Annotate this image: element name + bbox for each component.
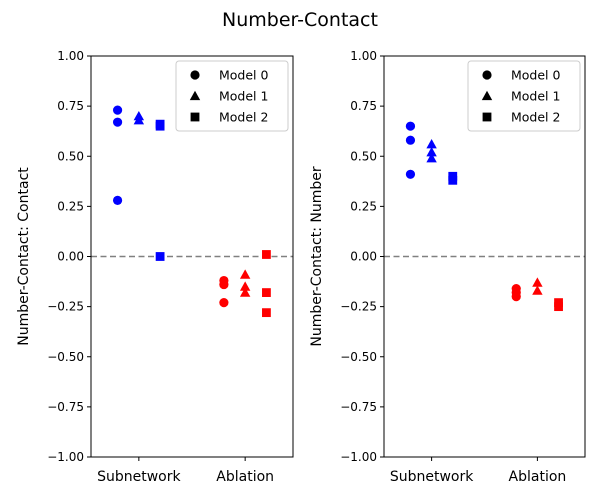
legend-entry-label: Model 2 (219, 110, 268, 125)
data-point-square (262, 250, 271, 259)
y-tick-label: 0.00 (350, 250, 377, 264)
data-point-triangle (532, 285, 543, 295)
y-tick-label: −0.75 (47, 400, 84, 414)
legend-marker-square (190, 112, 200, 122)
right-panel-number: −1.00 −0.75 −0.50 −0.25 0.00 0.25 0.50 0.75 1.00… (309, 49, 586, 485)
data-point-square (262, 308, 271, 318)
data-point-circle (112, 105, 123, 115)
y-tick-label: −0.25 (47, 300, 84, 314)
y-tick-label: 0.00 (57, 250, 84, 264)
x-category-label: Ablation (216, 469, 274, 485)
y-tick-label: −0.75 (340, 400, 377, 414)
data-point-triangle (426, 147, 437, 157)
x-category-label: Ablation (509, 469, 567, 485)
y-tick-label: −0.50 (47, 350, 84, 364)
data-point-circle (112, 117, 123, 127)
legend: Model 0 Model 1 Model 2 (467, 60, 581, 132)
data-point-square (155, 121, 165, 131)
y-tick-label: 0.75 (57, 99, 84, 113)
y-tick-label: 0.75 (350, 99, 377, 113)
data-point-circle (219, 298, 229, 308)
data-point-circle (405, 135, 416, 145)
legend-entry-label: Model 1 (511, 89, 560, 104)
y-tick-label: −0.50 (340, 350, 377, 364)
data-point-circle (511, 292, 521, 302)
data-point-triangle (239, 269, 251, 279)
x-category-label: Subnetwork (390, 469, 474, 485)
y-axis-label: Number-Contact: Contact (16, 167, 32, 346)
data-point-square (448, 175, 458, 185)
left-panel-contact: −1.00 −0.75 −0.50 −0.25 0.00 0.25 0.50 0.75 1.00… (16, 49, 294, 485)
legend-entry-label: Model 2 (511, 110, 560, 125)
legend-marker-circle (482, 70, 492, 80)
y-tick-label: 0.25 (350, 199, 377, 213)
data-point-triangle (239, 281, 251, 291)
legend-marker-square (482, 112, 492, 122)
data-point-square (262, 288, 271, 297)
y-tick-label: 0.25 (57, 199, 84, 213)
legend-entry-label: Model 1 (219, 89, 268, 104)
data-point-circle (219, 279, 229, 290)
y-tick-label: 0.50 (57, 149, 84, 163)
data-point-circle (112, 195, 123, 205)
data-point-triangle (532, 277, 543, 287)
data-point-circle (405, 169, 416, 179)
data-point-triangle (426, 139, 437, 149)
data-point-circle (405, 121, 416, 131)
legend-marker-triangle (481, 90, 493, 101)
data-point-square (554, 302, 563, 312)
y-tick-label: 1.00 (57, 49, 84, 63)
y-tick-label: 1.00 (350, 49, 377, 63)
figure-title: Number-Contact (222, 9, 378, 31)
data-point-triangle (426, 153, 437, 163)
data-point-triangle (133, 114, 145, 125)
x-category-label: Subnetwork (97, 469, 181, 485)
data-point-triangle (239, 287, 251, 297)
y-tick-label: −0.25 (340, 300, 377, 314)
legend-marker-circle (190, 70, 200, 80)
y-tick-label: −1.00 (47, 450, 84, 464)
legend-entry-label: Model 0 (511, 68, 561, 83)
data-point-square (155, 252, 165, 261)
legend-entry-label: Model 0 (219, 68, 269, 83)
y-tick-label: −1.00 (340, 450, 377, 464)
y-axis-label: Number-Contact: Number (309, 166, 325, 347)
y-tick-label: 0.50 (350, 149, 377, 163)
legend-marker-triangle (189, 90, 201, 101)
legend: Model 0 Model 1 Model 2 (175, 60, 289, 132)
